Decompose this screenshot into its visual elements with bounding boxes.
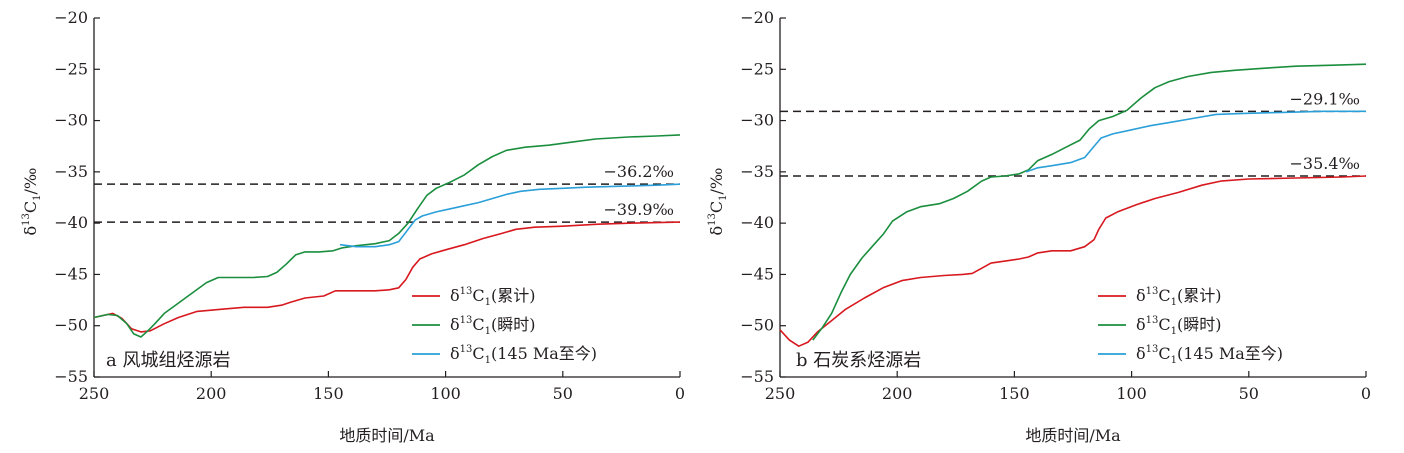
reference-line-label: −39.9‰ bbox=[604, 200, 675, 219]
y-tick-label: −45 bbox=[54, 264, 88, 283]
legend-label-2: δ13C1(145 Ma至今) bbox=[450, 344, 597, 366]
series-line-0 bbox=[93, 221, 681, 333]
y-tick-label: −35 bbox=[54, 162, 88, 181]
reference-line-label: −35.4‰ bbox=[1290, 154, 1361, 173]
reference-line-label: −29.1‰ bbox=[1290, 89, 1361, 108]
x-tick-label: 100 bbox=[430, 384, 461, 403]
legend-label-0: δ13C1(累计) bbox=[450, 286, 536, 308]
x-tick-label: 100 bbox=[1116, 384, 1147, 403]
y-tick-label: −20 bbox=[740, 8, 774, 27]
x-axis-title: 地质时间/Ma bbox=[1025, 426, 1121, 445]
x-tick-label: 200 bbox=[882, 384, 913, 403]
y-axis-title: δ13C1/‰ bbox=[21, 168, 43, 236]
y-tick-label: −40 bbox=[54, 213, 88, 232]
series-line-1 bbox=[812, 63, 1367, 341]
y-tick-label: −50 bbox=[740, 316, 774, 335]
panel-label: a 风城组烃源岩 bbox=[106, 350, 230, 371]
x-tick-label: 0 bbox=[675, 384, 685, 403]
x-axis-title: 地质时间/Ma bbox=[339, 426, 435, 445]
y-tick-label: −45 bbox=[740, 264, 774, 283]
x-tick-label: 150 bbox=[999, 384, 1030, 403]
x-tick-label: 150 bbox=[313, 384, 344, 403]
x-tick-label: 50 bbox=[1239, 384, 1259, 403]
y-tick-label: −30 bbox=[740, 111, 774, 130]
series-line-2 bbox=[340, 183, 681, 248]
x-tick-label: 50 bbox=[553, 384, 573, 403]
y-tick-label: −25 bbox=[740, 59, 774, 78]
y-tick-label: −20 bbox=[54, 8, 88, 27]
panel-label: b 石炭系烃源岩 bbox=[796, 350, 921, 371]
series-line-1 bbox=[93, 134, 681, 338]
x-tick-label: 200 bbox=[196, 384, 227, 403]
y-tick-label: −40 bbox=[740, 213, 774, 232]
reference-line-label: −36.2‰ bbox=[604, 162, 675, 181]
y-tick-label: −35 bbox=[740, 162, 774, 181]
series-line-2 bbox=[1025, 110, 1366, 173]
legend-label-1: δ13C1(瞬时) bbox=[1136, 315, 1222, 337]
y-tick-label: −55 bbox=[54, 367, 88, 386]
y-tick-label: −25 bbox=[54, 59, 88, 78]
series-line-0 bbox=[779, 175, 1367, 347]
legend-label-2: δ13C1(145 Ma至今) bbox=[1136, 344, 1283, 366]
x-tick-label: 250 bbox=[79, 384, 110, 403]
x-tick-label: 250 bbox=[765, 384, 796, 403]
legend-label-1: δ13C1(瞬时) bbox=[450, 315, 536, 337]
legend-label-0: δ13C1(累计) bbox=[1136, 286, 1222, 308]
y-tick-label: −50 bbox=[54, 316, 88, 335]
x-tick-label: 0 bbox=[1361, 384, 1371, 403]
y-axis-title: δ13C1/‰ bbox=[707, 168, 729, 236]
y-tick-label: −30 bbox=[54, 111, 88, 130]
y-tick-label: −55 bbox=[740, 367, 774, 386]
